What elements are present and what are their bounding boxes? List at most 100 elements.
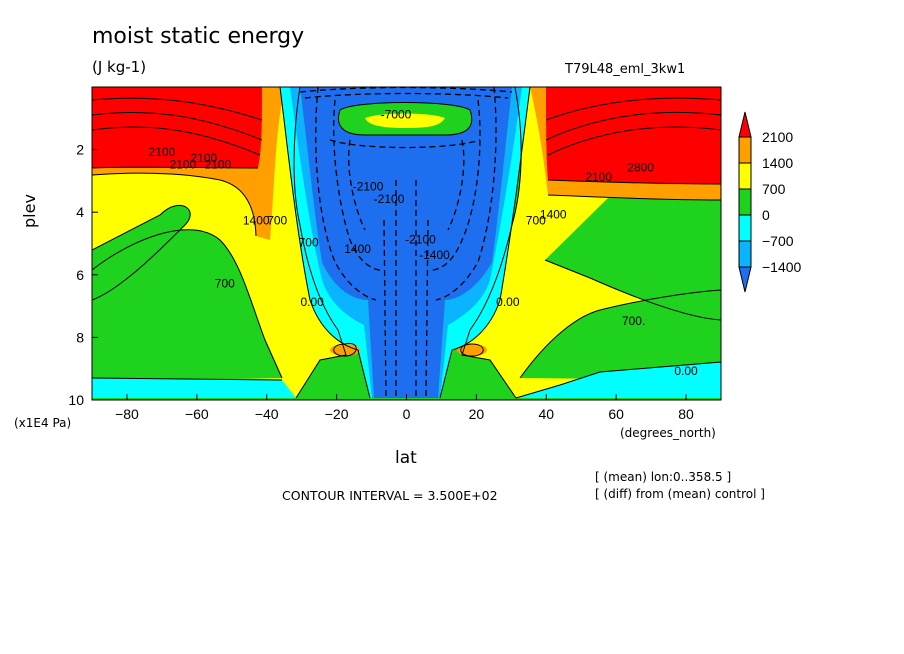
band-1400-blob-left	[330, 344, 360, 356]
contour-label: 2800	[627, 161, 654, 175]
contour-line	[293, 87, 347, 399]
contour-line	[439, 87, 531, 399]
colorbar-tick-label: −700	[762, 233, 794, 249]
x-axis: −80 −60 −40 −20 0 20 40 60 80	[115, 394, 694, 422]
y-tick-label: 2	[76, 142, 84, 158]
band-1400-blob-right	[457, 344, 487, 356]
y-tick-label: 10	[68, 392, 84, 408]
y-axis-scale-label: (x1E4 Pa)	[14, 416, 72, 430]
contour-label: 2100	[190, 151, 217, 165]
dashed-contour-line	[299, 87, 513, 93]
colorbar-arrow-up	[738, 111, 752, 138]
colorbar-tick-label: 1400	[762, 155, 793, 171]
contour-line	[92, 111, 263, 141]
contour-label: -2100	[374, 192, 405, 206]
contour-line	[92, 377, 283, 381]
contour-label: 1400	[243, 214, 270, 228]
band-700-1400-island	[365, 113, 445, 128]
contour-label: -7000	[381, 107, 412, 121]
colorbar-tick-label: 0	[762, 207, 770, 223]
colorbar: 2100 1400 700 0 −700 −1400	[738, 111, 802, 293]
y-tick-label: 4	[76, 204, 84, 220]
x-tick-label: −20	[325, 406, 349, 422]
x-tick-label: 20	[469, 406, 485, 422]
contour-line	[333, 342, 357, 357]
contour-label: 700	[267, 214, 287, 228]
contour-line	[92, 97, 263, 121]
contour-label: 1400	[344, 242, 371, 256]
contour-label: 700	[215, 276, 235, 290]
colorbar-swatch-1400-2100	[738, 136, 752, 164]
contour-label: 2100	[585, 170, 612, 184]
contour-label: 2100	[149, 145, 176, 159]
y-tick-label: 8	[76, 329, 84, 345]
contour-line	[545, 111, 721, 141]
colorbar-tick-label: 2100	[762, 129, 793, 145]
contour-line	[547, 126, 721, 156]
dashed-contour-line	[333, 99, 381, 271]
contour-label: 700	[299, 236, 319, 250]
note-mean-lon: [ (mean) lon:0..358.5 ]	[595, 470, 732, 484]
colorbar-swatch-neg700-0	[738, 214, 752, 242]
contour-line	[547, 179, 721, 185]
band-neg700-0-sw	[92, 378, 296, 398]
y-tick-label: 6	[76, 267, 84, 283]
contour-label: 2100	[204, 157, 231, 171]
contour-labels: 210021002100210014007007007000.001400-21…	[149, 107, 699, 378]
colorbar-labels: 2100 1400 700 0 −700 −1400	[762, 129, 802, 275]
x-tick-label: 40	[538, 406, 554, 422]
band-neg700-0-se	[516, 362, 721, 398]
contour-lines	[92, 87, 721, 399]
x-axis-units: (degrees_north)	[620, 426, 716, 440]
band-gt-2100-left	[92, 87, 262, 168]
contour-label: -2100	[405, 233, 436, 247]
dashed-contour-line	[435, 87, 497, 301]
band-0-700-lobe-right	[520, 290, 721, 380]
x-tick-label: 0	[403, 406, 411, 422]
contour-line	[519, 289, 721, 379]
colorbar-arrow-down	[738, 266, 752, 293]
colorbar-tick-label: −1400	[762, 259, 802, 275]
contour-label: 0.00	[496, 295, 520, 309]
contour-line	[460, 343, 484, 357]
x-axis-label: lat	[395, 448, 417, 468]
note-diff: [ (diff) from (mean) control ]	[595, 487, 765, 501]
contour-label: 0.00	[674, 364, 698, 378]
colorbar-tick-label: 700	[762, 181, 786, 197]
dashed-contour-line	[431, 99, 481, 271]
dashed-contour-line	[447, 139, 465, 231]
contour-line	[92, 166, 259, 169]
contour-interval: CONTOUR INTERVAL = 3.500E+02	[282, 488, 498, 503]
dashed-contour-line	[329, 139, 481, 149]
colorbar-swatch-neg1400-neg700	[738, 240, 752, 268]
dashed-contour-line	[315, 87, 377, 301]
chart-units: (J kg-1)	[92, 58, 147, 76]
negative-contour-lines	[299, 87, 513, 399]
contour-line	[338, 102, 473, 136]
dashed-contour-line	[348, 139, 366, 231]
contour-line	[545, 97, 721, 121]
contour-label: 1400	[540, 207, 567, 221]
contour-label: 0.00	[300, 295, 324, 309]
x-tick-label: −40	[255, 406, 279, 422]
contour-label: 700	[526, 214, 546, 228]
contour-label: 700.	[622, 314, 645, 328]
contour-line	[92, 229, 283, 379]
contour-line	[92, 172, 257, 237]
x-tick-label: −80	[115, 406, 139, 422]
contour-line	[547, 194, 721, 201]
x-tick-label: 80	[678, 406, 694, 422]
contour-line	[92, 126, 261, 156]
contour-label: -1400	[419, 248, 450, 262]
y-axis: 2 4 6 8 10	[68, 142, 98, 408]
chart-title: moist static energy	[92, 24, 305, 49]
colorbar-swatch-700-1400	[738, 162, 752, 190]
contour-line	[515, 361, 721, 399]
contour-line	[92, 204, 191, 301]
x-tick-label: −60	[185, 406, 209, 422]
x-tick-label: 60	[608, 406, 624, 422]
contour-line	[279, 87, 371, 399]
contour-label: 2100	[170, 157, 197, 171]
contour-line	[544, 259, 721, 321]
